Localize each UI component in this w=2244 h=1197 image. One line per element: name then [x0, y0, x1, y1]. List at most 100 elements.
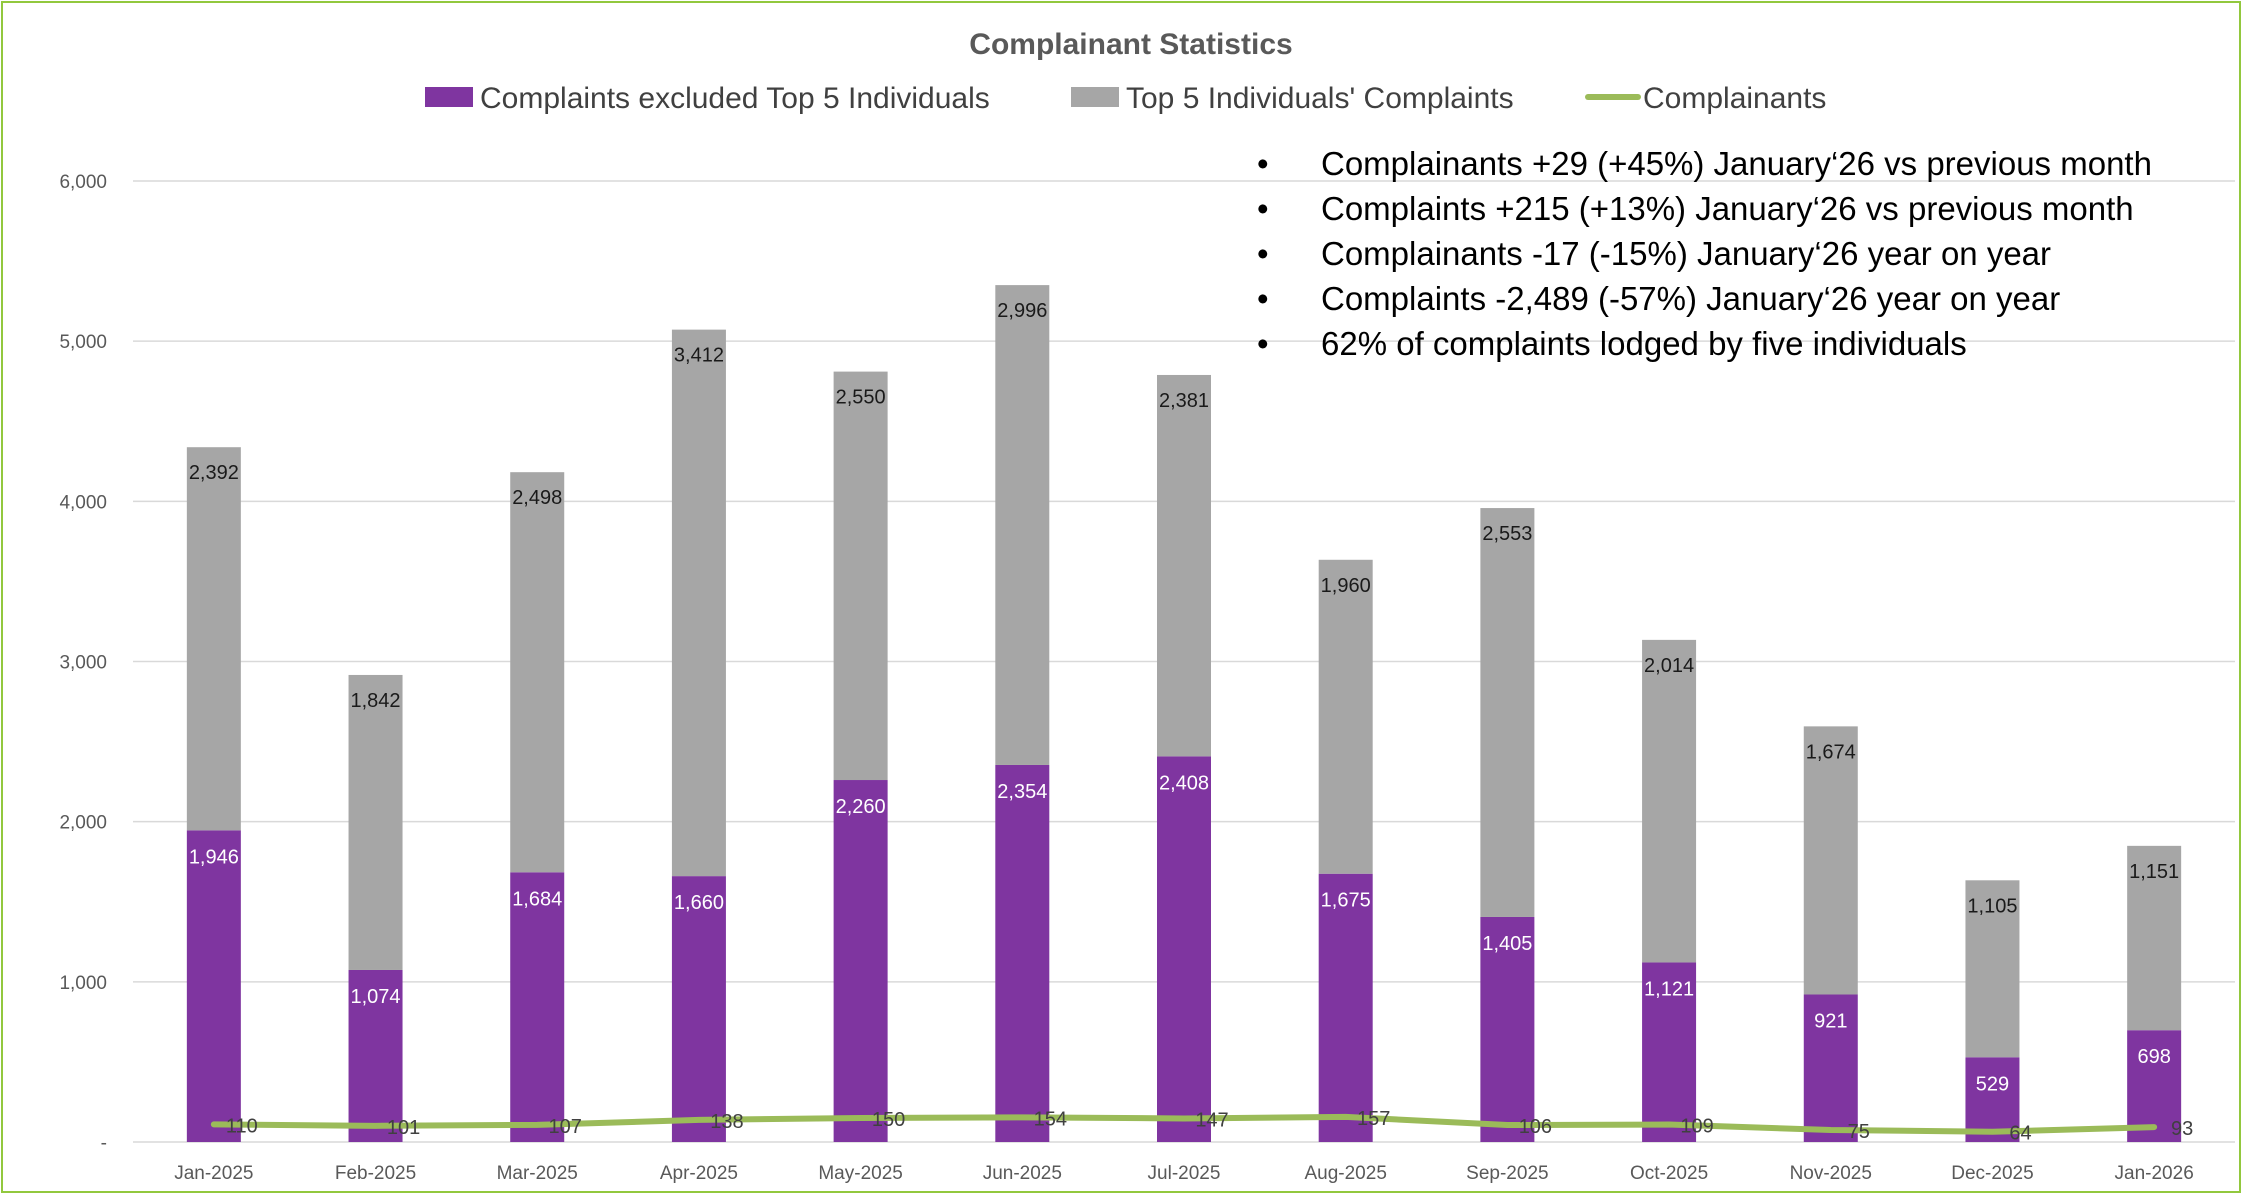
legend-top5: Top 5 Individuals' Complaints: [1071, 82, 1514, 115]
y-tick-label: 1,000: [59, 973, 107, 994]
bar-top5-label: 2,381: [1159, 390, 1209, 412]
bar-excluded: [186, 830, 241, 1142]
y-tick-label: 3,000: [59, 653, 107, 674]
complainants-label: 138: [710, 1111, 743, 1133]
legend-label: Complainants: [1643, 82, 1826, 115]
bar-excluded-label: 698: [2137, 1046, 2170, 1068]
bar-top5-label: 2,014: [1644, 655, 1694, 677]
bar-excluded: [671, 876, 726, 1142]
bar-top5: [1803, 726, 1858, 995]
bar-top5-label: 1,105: [1967, 895, 2017, 917]
x-tick-label: Feb-2025: [335, 1163, 416, 1184]
bar-top5-label: 2,996: [997, 300, 1047, 322]
bar-top5: [671, 329, 726, 877]
legend-label: Top 5 Individuals' Complaints: [1126, 82, 1514, 115]
complainants-line: 110 101 107 138 150 154 147 157 106 109 75 64 93: [210, 1108, 2193, 1145]
complainants-label: 150: [872, 1109, 905, 1131]
x-tick-label: Jul-2025: [1148, 1163, 1221, 1184]
annotation-bullet: •: [1257, 235, 1269, 272]
annotation-line: Complainants -17 (-15%) January‘26 year …: [1321, 235, 2051, 272]
bar-excluded: [348, 969, 403, 1142]
bar-excluded: [1642, 962, 1697, 1142]
bar-excluded-label: 1,684: [512, 888, 562, 910]
legend-label: Complaints excluded Top 5 Individuals: [480, 82, 990, 115]
bar-excluded-label: 1,660: [674, 892, 724, 914]
x-tick-label: Sep-2025: [1466, 1163, 1548, 1184]
bar-excluded: [1803, 994, 1858, 1142]
legend-swatch: [425, 87, 473, 107]
annotation-bullet: •: [1257, 145, 1269, 182]
bar-excluded-label: 529: [1976, 1073, 2009, 1095]
bar-excluded-label: 1,405: [1482, 933, 1532, 955]
annotation-line: Complaints -2,489 (-57%) January‘26 year…: [1321, 280, 2060, 317]
y-tick-label: 4,000: [59, 492, 107, 513]
bar-top5: [1157, 374, 1211, 757]
complainants-point: [1505, 1123, 1510, 1128]
bar-excluded-label: 2,260: [836, 796, 886, 818]
bar-top5: [348, 674, 403, 970]
complainants-label: 106: [1519, 1116, 1552, 1138]
complainants-point: [1667, 1122, 1672, 1127]
complainants-point: [211, 1122, 216, 1127]
complainants-label: 109: [1680, 1116, 1713, 1138]
bar-excluded-label: 1,675: [1321, 890, 1371, 912]
bar-top5-label: 1,842: [351, 690, 401, 712]
bar-top5: [186, 447, 241, 831]
complainants-label: 64: [2009, 1123, 2031, 1145]
bar-excluded-label: 2,408: [1159, 772, 1209, 794]
bar-excluded-label: 1,946: [189, 846, 239, 868]
x-tick-label: Jan-2026: [2115, 1163, 2194, 1184]
complainants-point: [1182, 1116, 1186, 1121]
y-tick-label: 2,000: [59, 813, 107, 834]
legend-complainants: Complainants: [1585, 82, 1826, 115]
bar-top5: [1480, 508, 1535, 917]
annotation-line: Complaints +215 (+13%) January‘26 vs pre…: [1321, 190, 2134, 227]
annotation-bullet: •: [1257, 190, 1269, 227]
annotation-line: 62% of complaints lodged by five individ…: [1321, 325, 1967, 362]
complainants-label: 75: [1848, 1121, 1870, 1143]
x-axis: Jan-2025 Feb-2025 Mar-2025 Apr-2025 May-2025…: [174, 1163, 2194, 1184]
annotation-box: • Complainants +29 (+45%) January‘26 vs p…: [1257, 145, 2152, 362]
bar-excluded: [1965, 1057, 2020, 1142]
y-axis: - 1,000 2,000 3,000 4,000 5,000 6,000: [59, 172, 107, 1154]
complainants-point: [1990, 1129, 1995, 1134]
bar-excluded-label: 1,121: [1644, 978, 1694, 1000]
complainants-label: 101: [387, 1117, 420, 1139]
chart-svg: Complainant Statistics Complaints exclud…: [59, 28, 2235, 1184]
x-tick-label: Jan-2025: [174, 1163, 253, 1184]
annotation-bullet: •: [1257, 280, 1269, 317]
x-tick-label: Apr-2025: [660, 1163, 738, 1184]
complainants-point: [1343, 1114, 1348, 1119]
complainants-label: 157: [1357, 1108, 1390, 1130]
bar-top5-label: 1,960: [1321, 575, 1371, 597]
bar-excluded: [510, 872, 565, 1142]
x-tick-label: Dec-2025: [1951, 1163, 2033, 1184]
bar-top5-label: 2,392: [189, 462, 239, 484]
bar-top5: [510, 472, 565, 873]
bar-excluded: [995, 764, 1050, 1142]
complainants-label: 93: [2171, 1118, 2193, 1140]
x-tick-label: May-2025: [818, 1163, 903, 1184]
legend-excluded: Complaints excluded Top 5 Individuals: [425, 82, 990, 115]
bars: 1,946 2,392 1,074 1,842 1,684 2,498 1,660 3,412…: [186, 285, 2182, 1142]
bar-top5: [1965, 880, 2020, 1058]
complainants-label: 110: [226, 1115, 258, 1137]
complainants-point: [696, 1117, 701, 1122]
bar-top5-label: 2,553: [1482, 523, 1532, 545]
bar-excluded: [1318, 873, 1373, 1142]
bar-top5-label: 1,151: [2129, 861, 2179, 883]
bar-top5: [833, 371, 888, 781]
x-tick-label: Jun-2025: [983, 1163, 1062, 1184]
annotation-bullet: •: [1257, 325, 1269, 362]
bar-excluded-label: 2,354: [997, 781, 1047, 803]
bar-top5: [1642, 639, 1697, 963]
bar-excluded: [2127, 1030, 2182, 1142]
bar-top5: [1318, 559, 1373, 874]
y-tick-label: 6,000: [59, 172, 107, 193]
bar-excluded: [833, 780, 888, 1142]
legend: Complaints excluded Top 5 Individuals Top…: [425, 82, 1826, 115]
x-tick-label: Mar-2025: [497, 1163, 578, 1184]
bar-top5: [995, 285, 1050, 765]
bar-top5-label: 3,412: [674, 345, 724, 367]
